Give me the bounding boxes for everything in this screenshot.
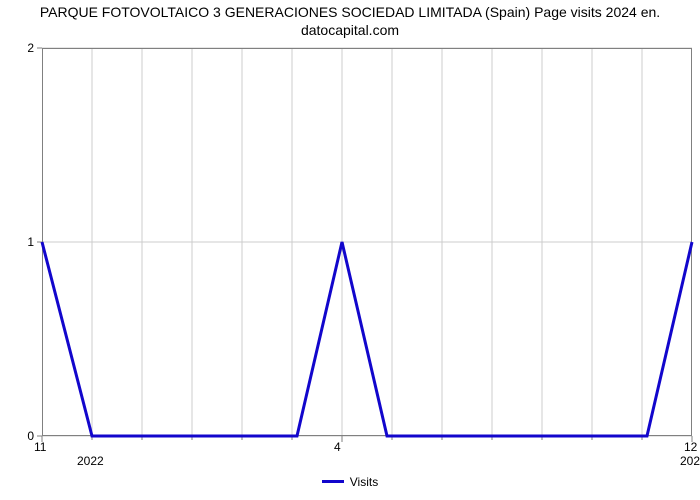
legend-item-visits: Visits [322, 475, 378, 489]
x-tick-label: 4 [334, 440, 341, 454]
x-year-label: 2022 [77, 454, 104, 468]
x-tick-label: 12 [684, 440, 697, 454]
x-year-label-right: 202 [680, 454, 700, 468]
y-tick-label: 2 [27, 41, 34, 55]
chart-title-line2: datocapital.com [0, 22, 700, 40]
chart-legend: Visits [0, 472, 700, 489]
y-tick-label: 0 [27, 429, 34, 443]
chart-container: PARQUE FOTOVOLTAICO 3 GENERACIONES SOCIE… [0, 0, 700, 500]
chart-title: PARQUE FOTOVOLTAICO 3 GENERACIONES SOCIE… [0, 4, 700, 39]
chart-title-line1: PARQUE FOTOVOLTAICO 3 GENERACIONES SOCIE… [0, 4, 700, 22]
x-tick-label: 11 [34, 440, 46, 454]
legend-label: Visits [350, 475, 378, 489]
chart-plot [42, 48, 692, 436]
legend-swatch [322, 480, 344, 483]
y-tick-label: 1 [27, 235, 34, 249]
